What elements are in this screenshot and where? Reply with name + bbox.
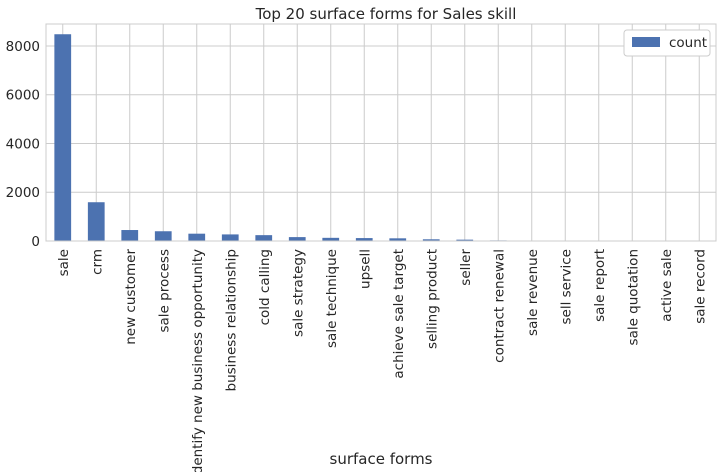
x-tick-label: achieve sale target [391, 249, 407, 379]
x-tick-label: sell service [558, 249, 574, 325]
x-tick-label: crm [89, 249, 105, 275]
x-tick-label: sale technique [324, 249, 340, 348]
x-tick-label: sale report [592, 249, 608, 322]
bar-identify-new-business-opportunity [188, 233, 206, 241]
y-tick-label: 0 [31, 234, 40, 250]
chart-title: Top 20 surface forms for Sales skill [255, 5, 517, 23]
bar-new-customer [121, 230, 139, 241]
bar-sale [54, 34, 72, 241]
y-axis-ticks: 0 2000 4000 6000 8000 [6, 39, 40, 250]
bars [54, 34, 708, 241]
bar-business-relationship [221, 234, 239, 241]
x-tick-label: sale revenue [525, 249, 541, 336]
bar-sale-process [154, 231, 172, 241]
x-tick-label: contract renewal [491, 249, 507, 363]
legend-label-count: count [669, 35, 707, 51]
x-axis-label: surface forms [330, 450, 433, 468]
y-tick-label: 6000 [6, 88, 40, 104]
x-tick-label: cold calling [257, 249, 273, 325]
x-tick-label: sale strategy [290, 249, 306, 337]
legend: count [623, 29, 711, 57]
x-tick-label: sale quotation [625, 249, 641, 345]
bar-sale-strategy [288, 237, 306, 241]
y-tick-label: 8000 [6, 39, 40, 55]
x-axis-ticks: sale crm new customer sale process identify … [56, 249, 709, 472]
legend-swatch-count [632, 37, 660, 47]
x-tick-label: new customer [123, 249, 139, 345]
x-tick-label: seller [458, 249, 474, 286]
x-tick-label: selling product [424, 249, 440, 349]
bar-selling-product [422, 239, 440, 241]
x-tick-label: upsell [357, 249, 373, 289]
y-tick-label: 2000 [6, 185, 40, 201]
x-tick-label: identify new business opportunity [190, 249, 206, 472]
grid-lines [46, 24, 716, 242]
bar-crm [87, 202, 105, 241]
y-tick-label: 4000 [6, 136, 40, 152]
bar-achieve-sale-target [389, 238, 407, 241]
bar-seller [456, 239, 474, 241]
bar-sale-technique [322, 237, 340, 241]
bar-cold-calling [255, 235, 273, 241]
x-tick-label: active sale [659, 249, 675, 322]
x-tick-label: business relationship [223, 249, 239, 391]
plot-frame [45, 23, 717, 242]
x-tick-label: sale record [692, 249, 708, 324]
x-tick-label: sale [56, 249, 72, 276]
x-tick-label: sale process [156, 249, 172, 333]
legend-box [623, 29, 711, 57]
bar-upsell [355, 238, 373, 241]
